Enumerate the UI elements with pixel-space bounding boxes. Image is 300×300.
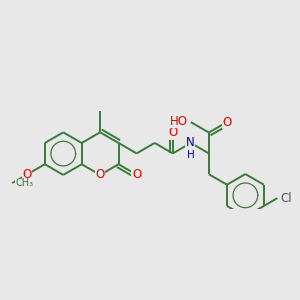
Text: O: O xyxy=(22,168,32,181)
Text: O: O xyxy=(132,168,141,181)
Text: O: O xyxy=(222,116,232,129)
Text: CH₃: CH₃ xyxy=(16,178,34,188)
Text: Cl: Cl xyxy=(280,192,292,205)
Text: N: N xyxy=(186,136,194,149)
Text: H: H xyxy=(187,150,195,160)
Text: HO: HO xyxy=(169,115,188,128)
Text: O: O xyxy=(95,168,105,182)
Text: O: O xyxy=(168,126,177,139)
